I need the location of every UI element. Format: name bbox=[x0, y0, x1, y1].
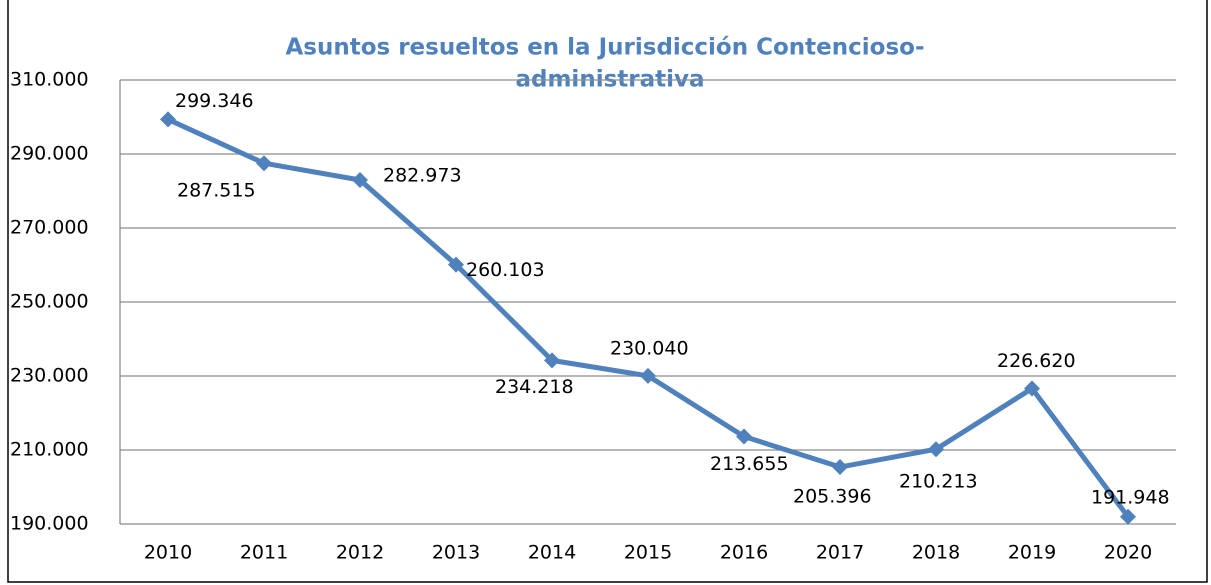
data-label: 205.396 bbox=[793, 486, 872, 508]
x-tick-label: 2020 bbox=[1104, 542, 1152, 564]
y-tick-label: 250.000 bbox=[10, 291, 89, 313]
y-tick-label: 190.000 bbox=[10, 513, 89, 535]
data-label: 230.040 bbox=[610, 337, 689, 359]
marker bbox=[448, 256, 464, 273]
x-tick-label: 2014 bbox=[528, 542, 576, 564]
marker bbox=[1120, 508, 1136, 525]
marker bbox=[736, 428, 752, 445]
x-tick-label: 2018 bbox=[912, 542, 960, 564]
chart-title: Asuntos resueltos en la Jurisdicción Con… bbox=[285, 35, 924, 61]
marker bbox=[832, 459, 848, 476]
x-tick-label: 2011 bbox=[240, 542, 288, 564]
y-tick-label: 230.000 bbox=[10, 365, 89, 387]
chart-frame bbox=[7, 0, 1208, 583]
y-tick-label: 270.000 bbox=[10, 217, 89, 239]
data-label: 210.213 bbox=[899, 471, 978, 493]
marker bbox=[544, 352, 560, 369]
data-label: 287.515 bbox=[177, 180, 256, 202]
x-tick-label: 2010 bbox=[144, 542, 192, 564]
marker bbox=[928, 441, 944, 458]
marker bbox=[352, 171, 368, 188]
x-tick-label: 2019 bbox=[1008, 542, 1056, 564]
data-label: 299.346 bbox=[175, 90, 254, 112]
marker bbox=[160, 111, 176, 128]
x-tick-label: 2017 bbox=[816, 542, 864, 564]
x-tick-label: 2016 bbox=[720, 542, 768, 564]
marker bbox=[640, 367, 656, 384]
line bbox=[166, 117, 1131, 519]
data-label: 213.655 bbox=[710, 453, 789, 475]
data-label: 191.948 bbox=[1091, 486, 1170, 508]
marker bbox=[256, 155, 272, 172]
marker bbox=[1024, 380, 1040, 397]
x-tick-label: 2013 bbox=[432, 542, 480, 564]
y-tick-label: 210.000 bbox=[10, 439, 89, 461]
x-tick-label: 2015 bbox=[624, 542, 672, 564]
x-tick-label: 2012 bbox=[336, 542, 384, 564]
data-label: 260.103 bbox=[466, 259, 545, 281]
data-label: 226.620 bbox=[997, 350, 1076, 372]
y-tick-label: 310.000 bbox=[10, 69, 89, 91]
data-label: 234.218 bbox=[495, 376, 574, 398]
data-label: 282.973 bbox=[383, 164, 462, 186]
y-tick-label: 290.000 bbox=[10, 143, 89, 165]
